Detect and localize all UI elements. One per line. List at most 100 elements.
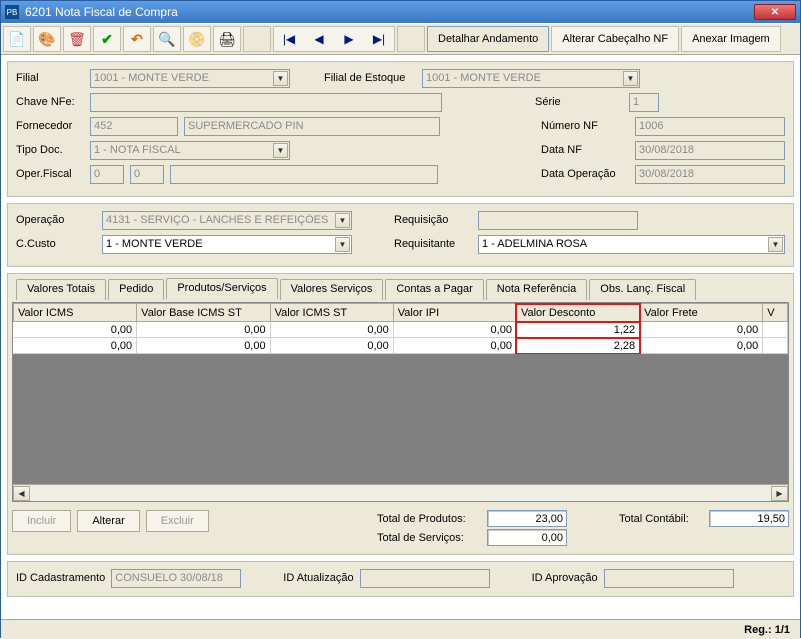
total-produtos-label: Total de Produtos: [377, 513, 487, 525]
totals-left: Total de Produtos: 23,00 Total de Serviç… [377, 510, 567, 546]
tab-valores-totais[interactable]: Valores Totais [16, 279, 106, 300]
numero-nf-input[interactable] [635, 117, 785, 136]
requisitante-combo[interactable]: 1 - ADELMINA ROSA ▼ [478, 235, 785, 254]
grid-cell[interactable]: 0,00 [640, 338, 763, 354]
tipo-doc-value: 1 - NOTA FISCAL [94, 144, 273, 156]
window-title: 6201 Nota Fiscal de Compra [25, 5, 754, 19]
chevron-down-icon[interactable]: ▼ [273, 143, 288, 158]
find-button[interactable]: 🔍 [153, 26, 181, 52]
grid-cell[interactable]: 0,00 [137, 322, 270, 338]
alterar-button[interactable]: Alterar [77, 510, 139, 532]
anexar-imagem-button[interactable]: Anexar Imagem [681, 26, 781, 52]
scroll-track[interactable] [30, 486, 771, 501]
nav-prev[interactable]: ◀ [304, 27, 334, 51]
detalhar-andamento-button[interactable]: Detalhar Andamento [427, 26, 549, 52]
table-row[interactable]: 0,000,000,000,001,220,00 [14, 322, 788, 338]
mid-group: Operação 4131 - SERVIÇO - LANCHES E REFE… [7, 203, 794, 267]
print-button[interactable]: 🖨 [213, 26, 241, 52]
record-indicator: Reg.: 1/1 [744, 624, 790, 636]
toolbar: 📄 🎨 🗑 ✔ ↶ 🔍 📀 🖨 |◀ ◀ ▶ ▶| Detalhar Andam… [1, 23, 800, 55]
table-row[interactable]: 0,000,000,000,002,280,00 [14, 338, 788, 354]
excluir-button[interactable]: Excluir [146, 510, 209, 532]
grid-cell[interactable] [763, 322, 788, 338]
tab-obs-lanc-fiscal[interactable]: Obs. Lanç. Fiscal [589, 279, 696, 300]
id-cadastramento-label: ID Cadastramento [16, 572, 105, 584]
grid-cell[interactable]: 0,00 [137, 338, 270, 354]
grid-cell[interactable]: 0,00 [393, 338, 516, 354]
filial-estoque-combo[interactable]: 1001 - MONTE VERDE ▼ [422, 69, 640, 88]
grid-cell[interactable]: 1,22 [516, 322, 639, 338]
confirm-button[interactable]: ✔ [93, 26, 121, 52]
ccusto-combo[interactable]: 1 - MONTE VERDE ▼ [102, 235, 352, 254]
chevron-down-icon[interactable]: ▼ [623, 71, 638, 86]
serie-input[interactable] [629, 93, 659, 112]
tipo-doc-combo[interactable]: 1 - NOTA FISCAL ▼ [90, 141, 290, 160]
chevron-down-icon[interactable]: ▼ [335, 237, 350, 252]
delete-button[interactable]: 🗑 [63, 26, 91, 52]
data-nf-label: Data NF [541, 144, 629, 156]
grid-header[interactable]: Valor Desconto [516, 304, 639, 322]
oper-fiscal-text-input[interactable] [170, 165, 438, 184]
toolbar-sep-2 [397, 26, 425, 52]
serie-label: Série [535, 96, 623, 108]
grid-empty-area [13, 354, 788, 484]
tab-valores-servicos[interactable]: Valores Serviços [280, 279, 384, 300]
chevron-down-icon[interactable]: ▼ [273, 71, 288, 86]
id-atualizacao-value [360, 569, 490, 588]
open-button[interactable]: 🎨 [33, 26, 61, 52]
grid-header[interactable]: Valor Frete [640, 304, 763, 322]
chave-nfe-label: Chave NFe: [16, 96, 84, 108]
grid-cell[interactable]: 0,00 [270, 338, 393, 354]
grid-cell[interactable]: 0,00 [270, 322, 393, 338]
data-operacao-input[interactable] [635, 165, 785, 184]
fornecedor-code-input[interactable] [90, 117, 178, 136]
operacao-combo[interactable]: 4131 - SERVIÇO - LANCHES E REFEIÇÕES ▼ [102, 211, 352, 230]
tab-nota-referencia[interactable]: Nota Referência [486, 279, 588, 300]
chevron-down-icon[interactable]: ▼ [768, 237, 783, 252]
nav-last[interactable]: ▶| [364, 27, 394, 51]
nav-next[interactable]: ▶ [334, 27, 364, 51]
grid-header[interactable]: Valor Base ICMS ST [137, 304, 270, 322]
tabstrip: Valores Totais Pedido Produtos/Serviços … [12, 278, 789, 299]
alterar-cabecalho-button[interactable]: Alterar Cabeçalho NF [551, 26, 679, 52]
grid-cell[interactable]: 0,00 [14, 338, 137, 354]
grid[interactable]: Valor ICMSValor Base ICMS STValor ICMS S… [12, 302, 789, 502]
undo-button[interactable]: ↶ [123, 26, 151, 52]
grid-header[interactable]: Valor ICMS ST [270, 304, 393, 322]
data-nf-input[interactable] [635, 141, 785, 160]
data-operacao-label: Data Operação [541, 168, 629, 180]
tab-contas-a-pagar[interactable]: Contas a Pagar [385, 279, 483, 300]
close-button[interactable]: ✕ [754, 4, 796, 20]
grid-header[interactable]: Valor ICMS [14, 304, 137, 322]
grid-cell[interactable]: 0,00 [640, 322, 763, 338]
requisitante-value: 1 - ADELMINA ROSA [482, 238, 768, 250]
grid-cell[interactable]: 0,00 [14, 322, 137, 338]
grid-header[interactable]: V [763, 304, 788, 322]
oper-fiscal-b-input[interactable] [130, 165, 164, 184]
scroll-right-button[interactable]: ▶ [771, 486, 788, 501]
ccusto-value: 1 - MONTE VERDE [106, 238, 335, 250]
fornecedor-name-input[interactable] [184, 117, 440, 136]
requisicao-input[interactable] [478, 211, 638, 230]
oper-fiscal-a-input[interactable] [90, 165, 124, 184]
tab-pedido[interactable]: Pedido [108, 279, 164, 300]
chevron-down-icon[interactable]: ▼ [335, 213, 350, 228]
incluir-button[interactable]: Incluir [12, 510, 71, 532]
grid-cell[interactable]: 2,28 [516, 338, 639, 354]
horizontal-scrollbar[interactable]: ◀ ▶ [13, 484, 788, 501]
report-button[interactable]: 📀 [183, 26, 211, 52]
nav-first[interactable]: |◀ [274, 27, 304, 51]
scroll-left-button[interactable]: ◀ [13, 486, 30, 501]
grid-cell[interactable] [763, 338, 788, 354]
grid-cell[interactable]: 0,00 [393, 322, 516, 338]
grid-header[interactable]: Valor IPI [393, 304, 516, 322]
tab-panel: Valor ICMSValor Base ICMS STValor ICMS S… [12, 298, 789, 546]
total-contabil-value: 19,50 [709, 510, 789, 527]
tipo-doc-label: Tipo Doc. [16, 144, 84, 156]
filial-combo[interactable]: 1001 - MONTE VERDE ▼ [90, 69, 290, 88]
total-servicos-label: Total de Serviços: [377, 532, 487, 544]
tab-produtos-servicos[interactable]: Produtos/Serviços [166, 278, 277, 299]
chave-nfe-input[interactable] [90, 93, 442, 112]
new-button[interactable]: 📄 [3, 26, 31, 52]
requisicao-label: Requisição [394, 214, 472, 226]
